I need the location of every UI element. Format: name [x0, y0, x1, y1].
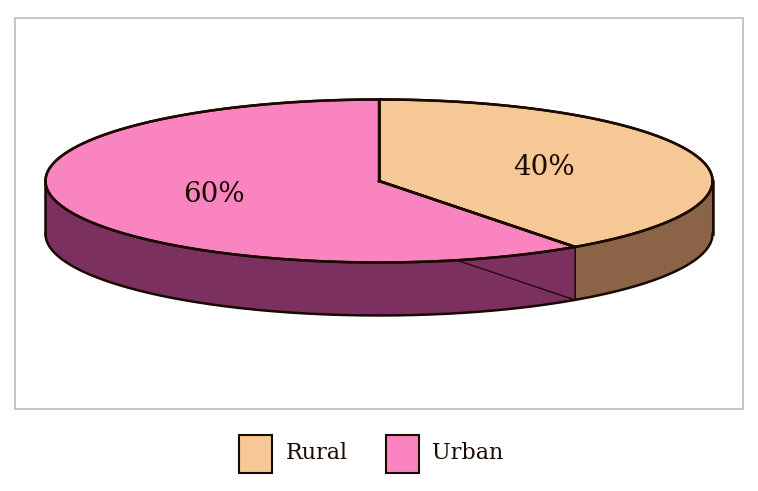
Polygon shape: [379, 100, 713, 247]
Polygon shape: [45, 100, 575, 263]
Text: Urban: Urban: [432, 442, 503, 464]
Text: Rural: Rural: [286, 442, 348, 464]
Polygon shape: [379, 181, 575, 300]
Polygon shape: [575, 181, 713, 300]
Text: 60%: 60%: [183, 181, 245, 208]
Polygon shape: [379, 181, 575, 300]
FancyBboxPatch shape: [386, 435, 419, 473]
Text: 40%: 40%: [513, 154, 575, 181]
FancyBboxPatch shape: [239, 435, 272, 473]
Polygon shape: [45, 181, 575, 315]
